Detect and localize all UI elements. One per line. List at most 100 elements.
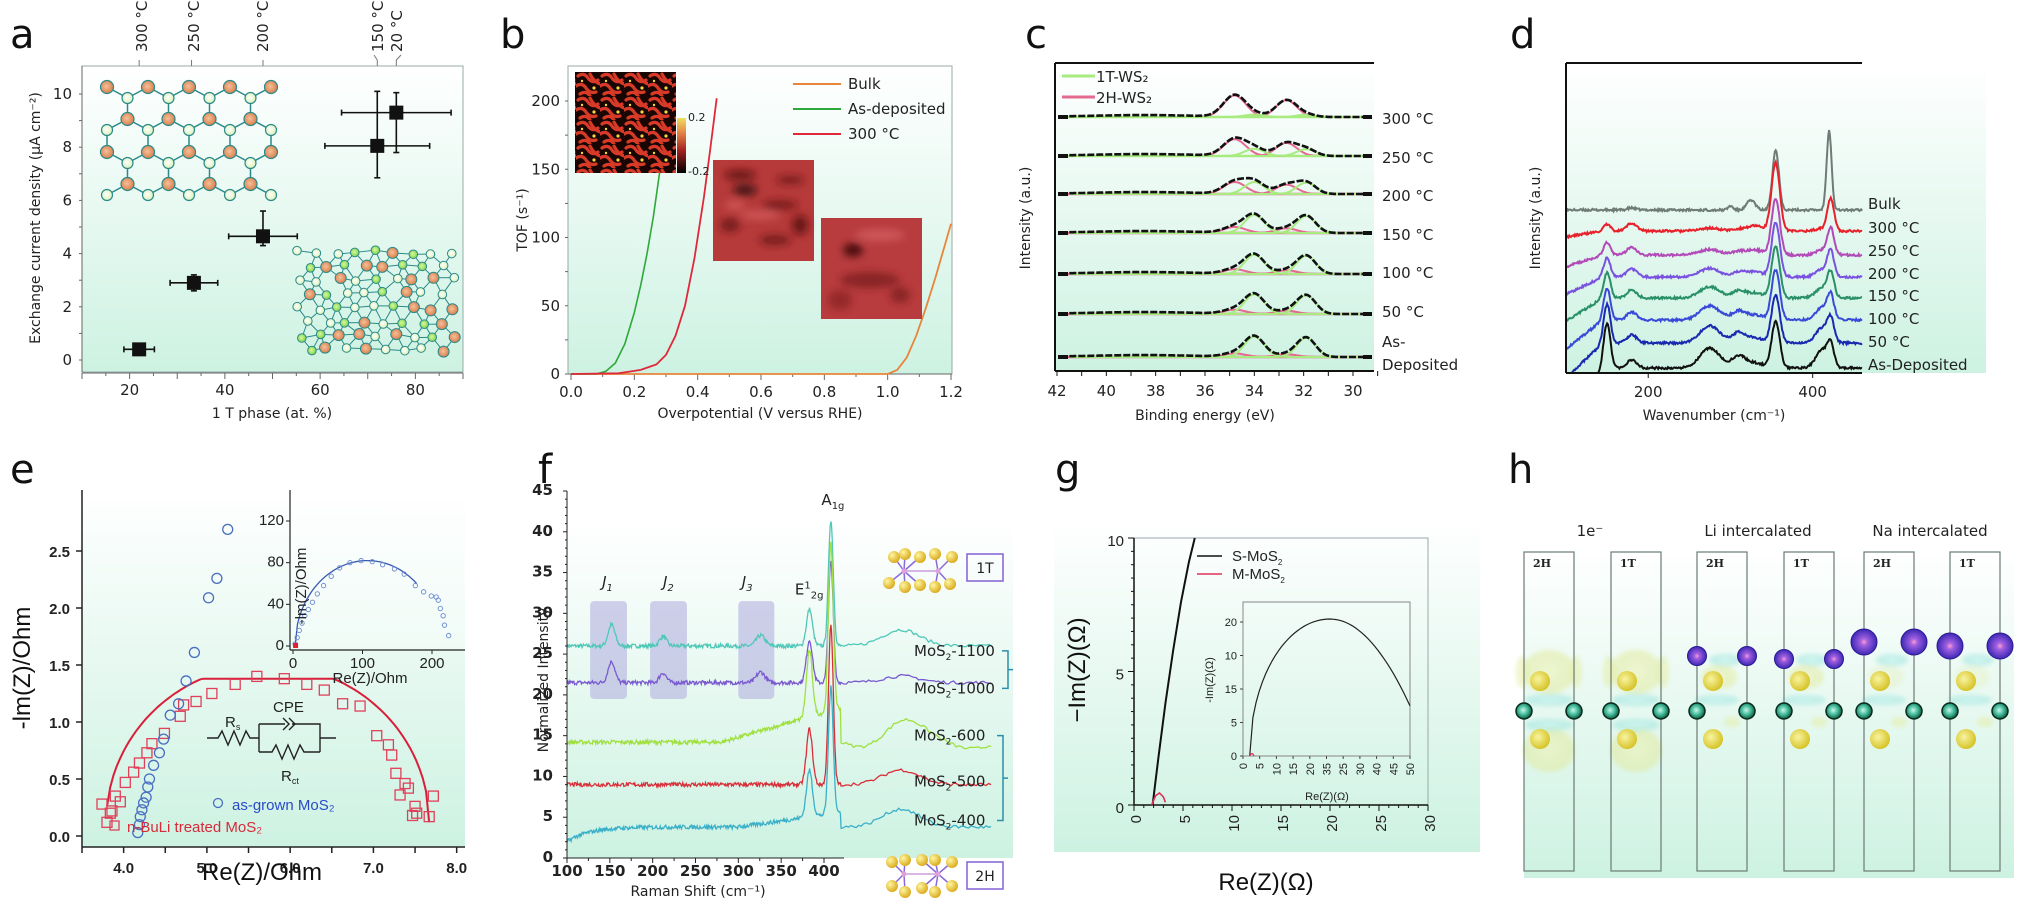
baseline-end — [1058, 192, 1068, 196]
inset-marker — [309, 599, 316, 605]
s-atom — [449, 272, 460, 283]
s-atom — [341, 343, 352, 353]
circle-marker — [134, 810, 146, 823]
square-marker — [229, 678, 241, 691]
y-tick-label: 20 — [532, 685, 553, 703]
s-atom — [100, 123, 114, 137]
mo-atom — [435, 318, 448, 331]
square-marker — [190, 695, 202, 708]
s-atom — [121, 156, 134, 170]
baseline-end — [1058, 355, 1068, 359]
inset-marker — [320, 582, 327, 589]
spectrum-5 — [1058, 291, 1372, 316]
spectrum-bulk — [1565, 129, 1863, 214]
s-atom — [886, 856, 898, 868]
s-atom — [1617, 671, 1637, 691]
density-lobe — [1948, 695, 1992, 705]
highlight-bands — [590, 601, 775, 699]
label-part: -600 — [951, 727, 985, 745]
legend-label: 1T-WS₂ — [1096, 68, 1149, 86]
annotation-sub: 1 — [607, 583, 613, 594]
mo-atom — [263, 79, 279, 95]
measured-spectrum — [1069, 291, 1366, 316]
x-axis-label-g: Re(Z)(Ω) — [1218, 869, 1313, 896]
bracket-2h — [997, 734, 1008, 822]
equivalent-circuit — [207, 717, 336, 761]
series-label: 250 °C — [1868, 242, 1919, 260]
circle-marker — [147, 759, 160, 771]
panel-label-h: h — [1508, 447, 1533, 493]
s-atom — [311, 248, 322, 258]
s-atom — [888, 551, 900, 563]
mo-atom — [319, 341, 332, 354]
annotation-main: J — [660, 573, 667, 591]
y-tick-label: 200 — [531, 92, 560, 110]
metal-atom — [1565, 702, 1583, 720]
inset-x-tick-label: 0 — [1238, 763, 1250, 769]
series-e — [96, 523, 440, 839]
panel-f: f 0 5 10 15 20 25 30 35 40 45 100 150 200 250 300 350 40… — [532, 447, 1013, 900]
density-lobe — [1516, 656, 1528, 688]
s-atom — [946, 880, 958, 892]
inset-e: 0 100 200 0 40 80 120 -lm(Z)/Ohm Re(Z)/Ohm — [259, 490, 465, 687]
spectrum-mos-400 — [566, 685, 992, 844]
y-axis-label-c: Intensity (a.u.) — [1018, 167, 1034, 270]
density-lobe — [1782, 695, 1826, 705]
x-tick-label: 250 — [680, 862, 711, 880]
density-lobe — [1525, 719, 1573, 731]
density-lobe — [1709, 654, 1741, 666]
square-marker — [386, 749, 398, 761]
1t-component — [1069, 113, 1366, 118]
s-atom — [929, 886, 941, 898]
na-atom — [1936, 632, 1964, 660]
structure-1t — [883, 548, 958, 593]
li-atom — [1687, 646, 1707, 666]
square-marker — [133, 757, 146, 769]
s-atom — [141, 188, 155, 202]
label-sub: 2 — [946, 822, 952, 832]
s-atom — [203, 91, 216, 105]
s-atom — [380, 344, 391, 355]
density-lobe — [1811, 717, 1827, 727]
mo-atom — [935, 568, 941, 574]
legend-label: M-MoS2 — [1232, 566, 1285, 585]
group-title: 1e⁻ — [1577, 522, 1604, 540]
mo-atom — [437, 345, 450, 358]
series-label: MoS2-500 — [914, 772, 985, 793]
density-lobe — [1603, 656, 1615, 688]
y-axis-label-d: Intensity (a.u.) — [1528, 167, 1544, 270]
y-tick-label: 150 — [531, 160, 560, 178]
panel-a: a 20 40 60 80 0 2 4 6 8 10 300 °C 250 °C 200 °C 150 °… — [10, 1, 464, 422]
square-marker — [389, 105, 404, 120]
density-lobe — [1876, 654, 1908, 666]
mo-atom — [120, 176, 135, 192]
density-lobe — [1891, 717, 1907, 727]
s-atom — [415, 287, 426, 297]
colorbar-min: -0.2 — [688, 165, 709, 178]
x-tick-label: 30 — [1343, 382, 1362, 400]
square-marker — [301, 678, 313, 691]
s-atom — [370, 245, 381, 255]
square-marker — [354, 700, 366, 712]
inset-y-tick-label: 5 — [1231, 718, 1237, 730]
x-axis-label-a: 1 T phase (at. %) — [212, 406, 332, 422]
label-sub: 2 — [946, 783, 952, 793]
baseline-end — [1058, 154, 1068, 158]
inset-red-marker — [293, 643, 299, 648]
top-axis-label: 300 °C — [133, 1, 151, 52]
label-sub: 2 — [1280, 576, 1285, 585]
spectrum-as-deposited — [1566, 319, 1863, 374]
data-points-a — [123, 90, 452, 357]
s-atom — [400, 345, 410, 356]
x-tick-label: 400 — [1798, 383, 1827, 401]
s-atom — [425, 249, 436, 259]
square-marker — [119, 776, 131, 789]
series-label: 200 °C — [1382, 187, 1433, 205]
x-tick-label: 15 — [1275, 815, 1292, 832]
axes-b: 0.0 0.2 0.4 0.6 0.8 1.0 1.2 0 50 100 150 200 — [531, 92, 963, 401]
inset-marker — [412, 582, 418, 589]
legend-c: 1T-WS₂ 2H-WS₂ — [1062, 68, 1152, 107]
legend-label: as-grown MoS₂ — [232, 797, 335, 814]
inset-marker — [299, 620, 305, 626]
circle-marker — [153, 747, 166, 759]
